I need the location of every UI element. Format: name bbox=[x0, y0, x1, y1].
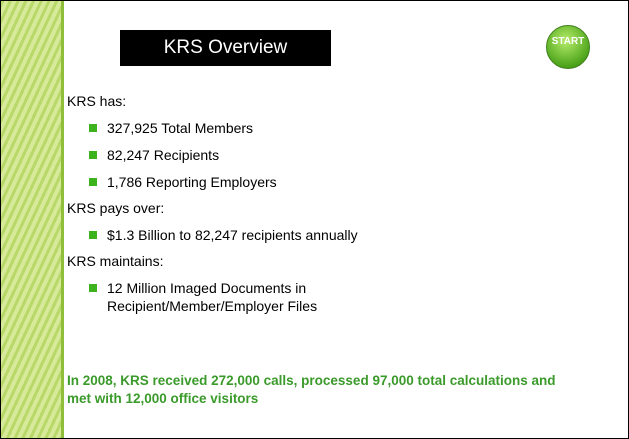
start-button[interactable]: START bbox=[546, 25, 590, 69]
slide-title: KRS Overview bbox=[120, 30, 331, 66]
section-heading: KRS has: bbox=[67, 93, 127, 109]
bullet-item: 327,925 Total Members bbox=[107, 120, 254, 136]
bullet-item: 82,247 Recipients bbox=[107, 147, 220, 163]
bullet bbox=[89, 151, 97, 159]
section-heading: KRS pays over: bbox=[67, 200, 165, 216]
footer-note: In 2008, KRS received 272,000 calls, pro… bbox=[67, 373, 556, 406]
section-heading: KRS maintains: bbox=[67, 253, 164, 269]
bullet bbox=[89, 178, 97, 186]
bullet bbox=[89, 231, 97, 239]
decor-edge bbox=[61, 1, 64, 438]
bullet-item: 1,786 Reporting Employers bbox=[107, 174, 277, 190]
decor-strip bbox=[1, 1, 61, 438]
bullet-item: 12 Million Imaged Documents in Recipient… bbox=[107, 280, 318, 314]
bullet bbox=[89, 124, 97, 132]
bullet-item: $1.3 Billion to 82,247 recipients annual… bbox=[107, 227, 358, 243]
bullet bbox=[89, 284, 97, 292]
